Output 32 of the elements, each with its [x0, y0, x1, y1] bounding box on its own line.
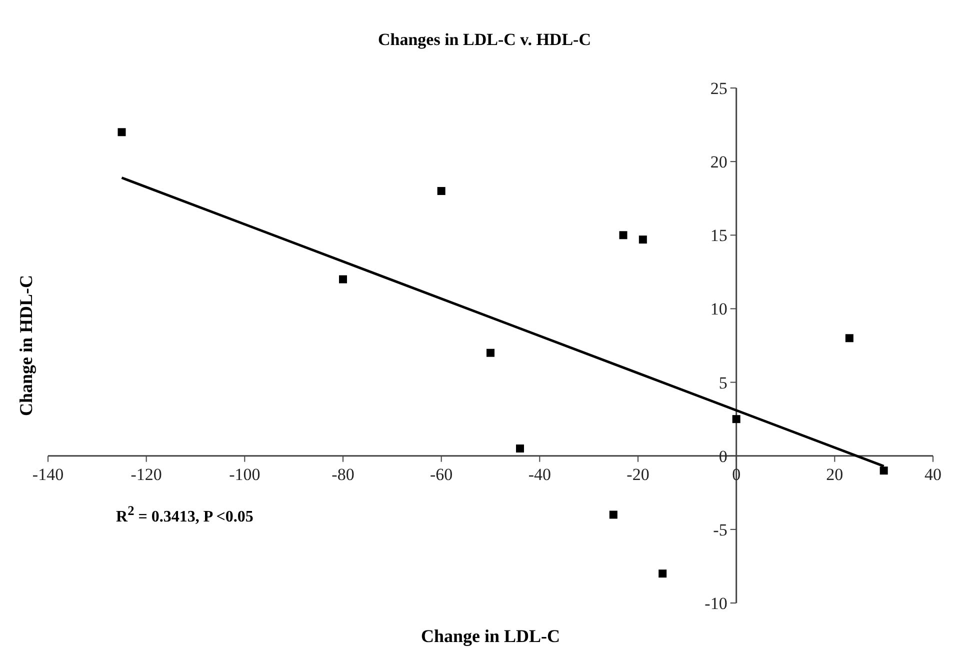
- annotation: R$^{2}$ = 0.3413, P <0.05: [116, 503, 254, 526]
- point: [619, 231, 628, 240]
- y-tick-label: 20: [710, 152, 728, 172]
- point: [339, 275, 347, 284]
- x-tick-label: -100: [229, 464, 260, 484]
- y-axis-title: Change in HDL-C: [16, 274, 36, 416]
- x-tick-label: -140: [32, 464, 64, 484]
- x-tick-label: 40: [924, 464, 942, 484]
- x-tick-label: 20: [826, 464, 844, 484]
- point: [658, 570, 667, 578]
- x-axis-title: Change in LDL-C: [420, 626, 560, 646]
- x-tick-label: -60: [430, 464, 453, 484]
- x-tick-label: -20: [626, 464, 650, 484]
- x-tick-label: -80: [332, 464, 354, 484]
- point: [732, 415, 740, 424]
- y-tick-label: 25: [710, 79, 728, 98]
- y-tick-label: -5: [713, 520, 728, 540]
- y-tick-label: 15: [710, 226, 728, 246]
- point: [118, 128, 126, 136]
- y-tick-label: 5: [718, 373, 728, 392]
- y-tick-label: 10: [710, 300, 728, 319]
- y-tick-label: -10: [704, 594, 728, 613]
- point: [437, 187, 446, 195]
- point: [486, 348, 494, 357]
- point: [609, 510, 618, 519]
- chart-title: Changes in LDL-C v. HDL-C: [376, 30, 592, 50]
- point: [638, 236, 647, 244]
- point: [880, 466, 888, 475]
- x-tick-label: -40: [528, 464, 552, 484]
- x-tick-label: -120: [130, 464, 162, 484]
- point: [845, 334, 854, 342]
- point: [516, 444, 524, 452]
